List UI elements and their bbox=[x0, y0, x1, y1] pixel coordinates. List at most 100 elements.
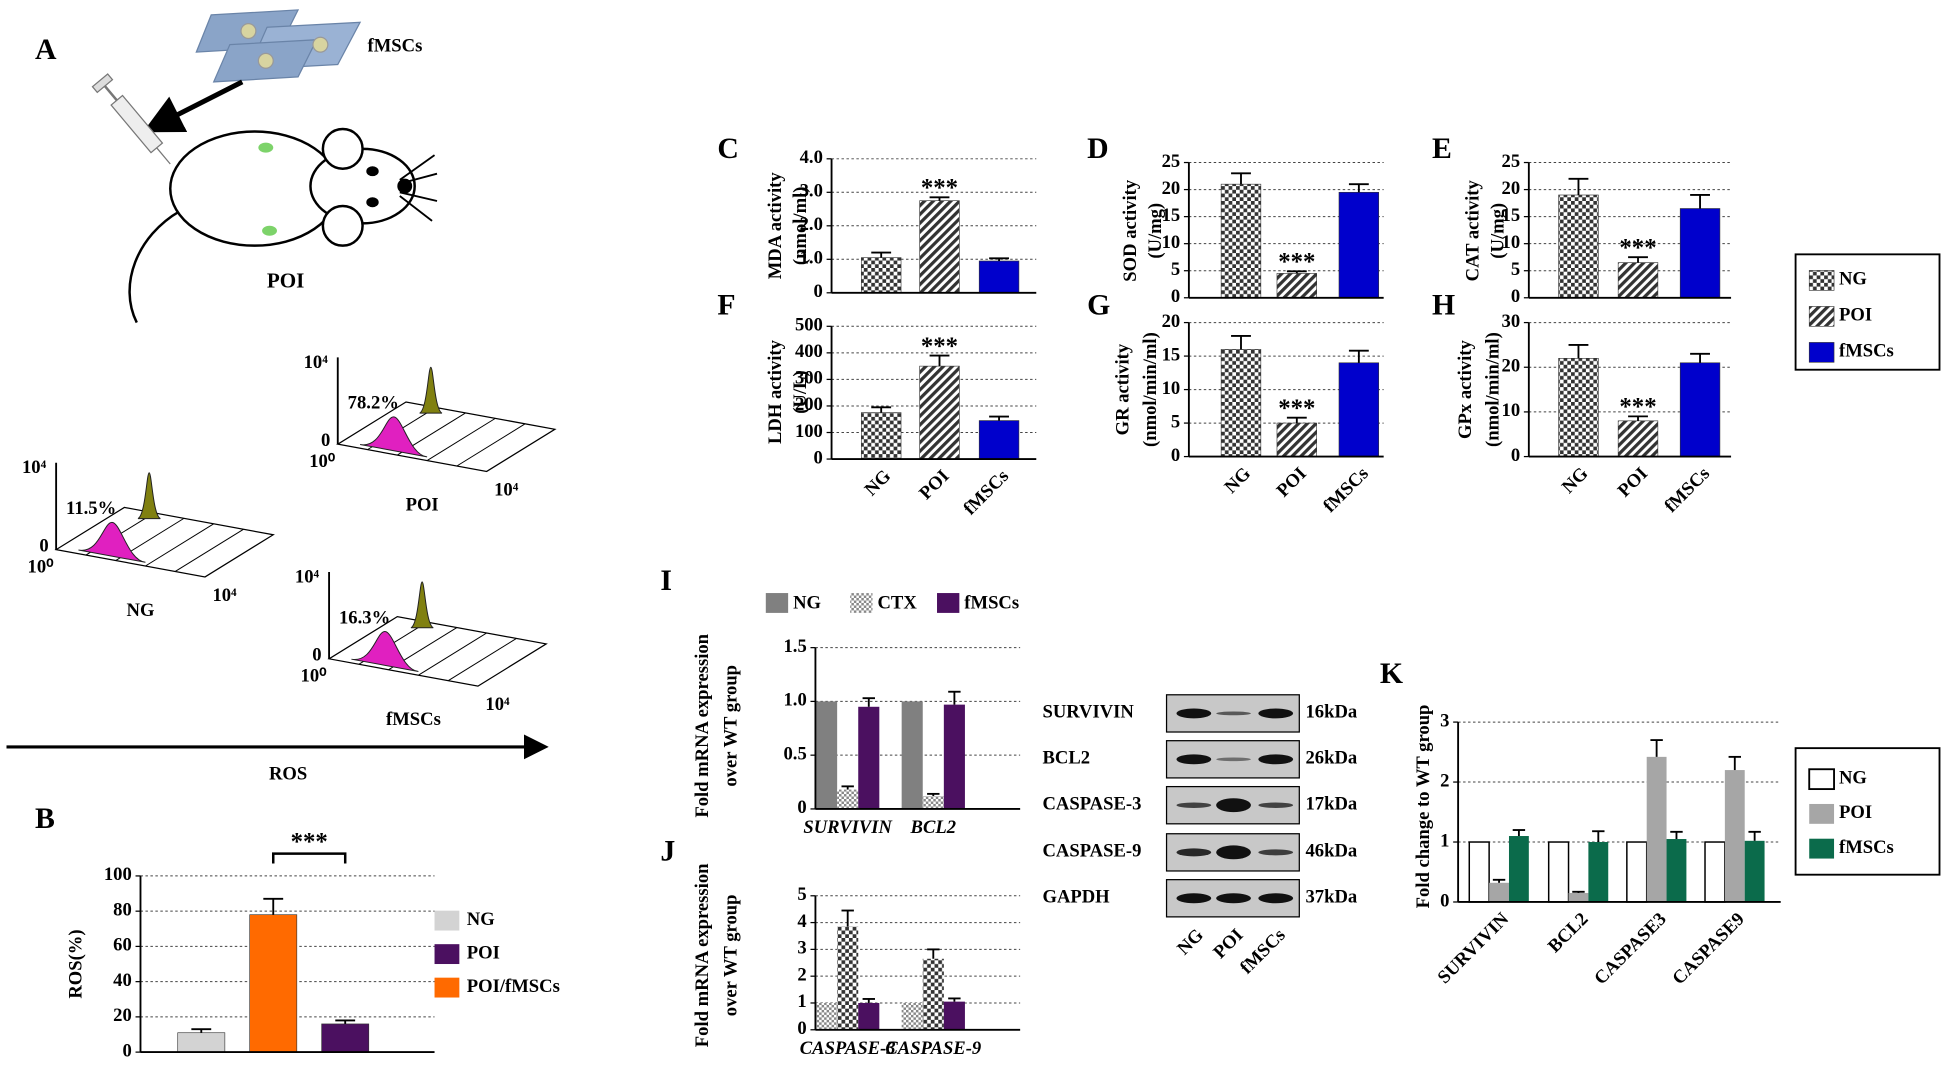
bar bbox=[1558, 358, 1599, 457]
cells-label: fMSCs bbox=[368, 35, 423, 56]
x-tick-label: NG bbox=[1220, 463, 1255, 498]
flow-group: fMSCs bbox=[386, 709, 441, 730]
bar bbox=[1338, 362, 1380, 457]
x-tick-label: CASPASE-9 bbox=[885, 1038, 981, 1059]
bar bbox=[943, 1001, 965, 1030]
y-tick-label: 1 bbox=[1440, 830, 1449, 851]
x-tick-label: SURVIVIN bbox=[1434, 908, 1514, 988]
bar bbox=[1679, 362, 1721, 457]
bar bbox=[1468, 841, 1490, 903]
y-tick-label: 60 bbox=[113, 935, 132, 956]
lane-label: fMSCs bbox=[1236, 925, 1290, 979]
y-tick-label: 10 bbox=[1162, 232, 1181, 253]
flow-percent: 78.2% bbox=[348, 393, 399, 414]
flow-x-min: 10⁰ bbox=[309, 451, 336, 472]
y-tick-label: 1.0 bbox=[783, 690, 806, 711]
y-tick-label: 0 bbox=[122, 1040, 131, 1061]
blot-band bbox=[1176, 708, 1212, 719]
panel-letter: B bbox=[35, 802, 55, 835]
y-tick-label: 10 bbox=[1502, 400, 1521, 421]
bar bbox=[321, 1023, 370, 1053]
mouse-label: POI bbox=[267, 269, 304, 293]
y-axis-label: LDH activity bbox=[765, 339, 786, 444]
y-tick-label: 0 bbox=[814, 447, 823, 468]
flow-floor bbox=[54, 506, 275, 578]
x-tick-label: fMSCs bbox=[1660, 463, 1714, 517]
y-axis-label: (nmol/min/ml) bbox=[1140, 332, 1161, 447]
flow-peak-sample bbox=[360, 416, 428, 458]
blot-band bbox=[1176, 848, 1212, 857]
ros-axis-label: ROS bbox=[269, 764, 307, 785]
x-tick-label: POI bbox=[1614, 463, 1652, 501]
blot-band bbox=[1258, 802, 1294, 808]
legend-swatch bbox=[1809, 803, 1835, 824]
x-tick-label: NG bbox=[861, 466, 896, 501]
x-tick-label: POI bbox=[915, 466, 953, 504]
flow-x-min: 10⁰ bbox=[28, 557, 55, 578]
protein-label: CASPASE-3 bbox=[1042, 793, 1141, 814]
bar bbox=[922, 796, 944, 809]
flow-group: NG bbox=[127, 600, 155, 621]
legend-label: POI bbox=[1839, 802, 1872, 823]
cells-illustration bbox=[195, 9, 362, 83]
y-tick-label: 15 bbox=[1502, 205, 1521, 226]
flow-peak-control bbox=[137, 472, 161, 520]
x-tick-label: CASPASE9 bbox=[1668, 909, 1748, 989]
legend-label: CTX bbox=[877, 592, 917, 613]
y-tick-label: 25 bbox=[1162, 151, 1181, 172]
bar bbox=[1558, 194, 1599, 299]
y-axis-label: SOD activity bbox=[1120, 179, 1141, 282]
legend-label: POI/fMSCs bbox=[467, 976, 560, 997]
bar bbox=[1588, 842, 1609, 902]
flow-grid bbox=[174, 528, 244, 572]
y-tick-label: 40 bbox=[113, 970, 132, 991]
flow-peak-control bbox=[419, 366, 443, 414]
legend-swatch bbox=[765, 593, 789, 613]
y-tick-label: 30 bbox=[1502, 311, 1521, 332]
bar bbox=[919, 200, 960, 294]
x-tick-label: fMSCs bbox=[1319, 463, 1373, 517]
bar bbox=[1220, 183, 1262, 299]
legend-swatch bbox=[937, 593, 960, 613]
y-axis-label: CAT activity bbox=[1463, 180, 1484, 282]
blot-band bbox=[1216, 893, 1251, 904]
band-size: 37kDa bbox=[1306, 887, 1358, 908]
y-tick-label: 300 bbox=[795, 368, 823, 389]
y-tick-label: 20 bbox=[1502, 356, 1521, 377]
band-size: 16kDa bbox=[1306, 702, 1358, 723]
y-tick-label: 500 bbox=[795, 315, 823, 336]
y-tick-label: 0 bbox=[1511, 445, 1520, 466]
y-tick-label: 80 bbox=[113, 899, 132, 920]
y-tick-label: 1.0 bbox=[800, 248, 823, 269]
x-tick-label: NG bbox=[1558, 463, 1593, 498]
protein-label: BCL2 bbox=[1042, 748, 1090, 769]
mouse bbox=[128, 127, 438, 324]
legend-label: NG bbox=[793, 592, 821, 613]
flow-x-min: 10⁰ bbox=[301, 666, 328, 687]
flow-floor bbox=[327, 615, 548, 687]
panel-letter: A bbox=[35, 33, 57, 66]
y-axis-label: ROS(%) bbox=[65, 929, 86, 998]
y-tick-label: 0.5 bbox=[783, 743, 806, 764]
y-axis-label: Fold change to WT group bbox=[1413, 705, 1434, 909]
protein-label: CASPASE-9 bbox=[1042, 841, 1141, 862]
bar bbox=[901, 701, 923, 809]
bar bbox=[901, 1002, 923, 1030]
bar bbox=[1626, 841, 1648, 903]
bar bbox=[1276, 273, 1317, 299]
x-tick-label: SURVIVIN bbox=[803, 817, 892, 838]
flow-y-max: 10⁴ bbox=[295, 566, 320, 587]
y-tick-label: 25 bbox=[1502, 151, 1521, 172]
panel-letter: G bbox=[1087, 289, 1110, 322]
bar bbox=[1338, 191, 1380, 299]
bar bbox=[249, 914, 298, 1053]
y-tick-label: 4 bbox=[797, 911, 806, 932]
syringe bbox=[91, 73, 171, 165]
flow-y-min: 0 bbox=[39, 535, 48, 556]
y-tick-label: 0 bbox=[797, 797, 806, 818]
y-tick-label: 0 bbox=[1511, 286, 1520, 307]
bar bbox=[919, 365, 960, 460]
flow-x-max: 10⁴ bbox=[212, 585, 237, 606]
annotation: *** bbox=[1278, 249, 1315, 276]
bar bbox=[861, 412, 902, 460]
